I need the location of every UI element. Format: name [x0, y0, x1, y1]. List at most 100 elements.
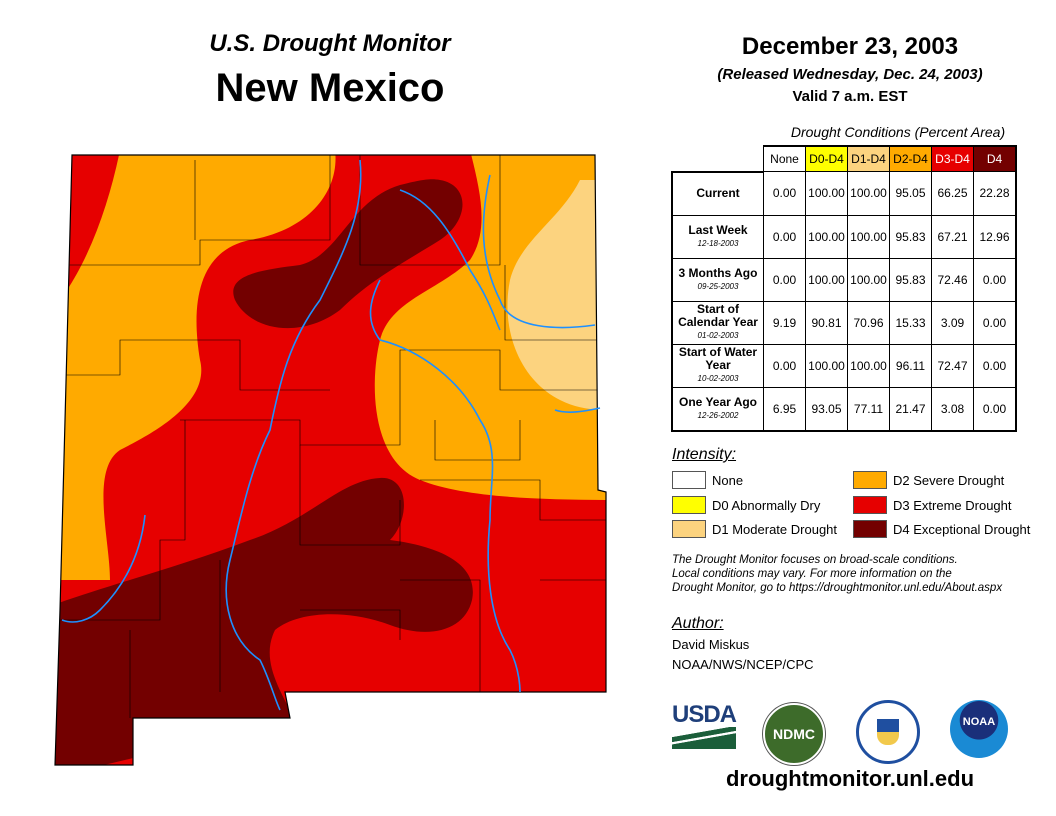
table-cell: 100.00: [847, 214, 890, 259]
header-d3-d4: D3-D4: [931, 145, 974, 172]
table-cell: 0.00: [973, 257, 1017, 302]
header-none: None: [763, 145, 806, 172]
table-row: 3 Months Ago 09-25-2003 0.00 100.00 100.00 95…: [671, 257, 1017, 302]
table-cell: 0.00: [763, 214, 806, 259]
row-label: Last Week 12-18-2003: [671, 214, 764, 259]
drought-map: [54, 154, 607, 766]
table-cell: 72.47: [931, 343, 974, 388]
map-title: U.S. Drought Monitor: [209, 30, 451, 57]
table-cell: 15.33: [889, 300, 932, 345]
legend-swatch: [853, 520, 887, 538]
website-url[interactable]: droughtmonitor.unl.edu: [725, 766, 975, 791]
legend-title: Intensity:: [672, 446, 737, 463]
state-outline: [54, 154, 607, 766]
legend-swatch: [672, 520, 706, 538]
legend-swatch: [672, 496, 706, 514]
header-d4: D4: [973, 145, 1017, 172]
table-cell: 95.83: [889, 214, 932, 259]
table-row: Last Week 12-18-2003 0.00 100.00 100.00 95.83…: [671, 214, 1017, 259]
author-heading: Author:: [672, 615, 724, 632]
table-cell: 12.96: [973, 214, 1017, 259]
legend-item: None: [672, 471, 743, 489]
usda-logo: USDA: [672, 703, 737, 749]
table-row: Current 0.00 100.00 100.00 95.05 66.25 22.28: [671, 171, 1017, 216]
row-label: 3 Months Ago 09-25-2003: [671, 257, 764, 302]
table-cell: 70.96: [847, 300, 890, 345]
table-cell: 67.21: [931, 214, 974, 259]
table-cell: 0.00: [973, 300, 1017, 345]
legend-label: None: [712, 472, 744, 488]
legend-item: D2 Severe Drought: [853, 471, 1004, 489]
table-cell: 93.05: [805, 386, 848, 431]
table-cell: 100.00: [805, 214, 848, 259]
d4-north-region: [233, 179, 463, 329]
table-cell: 95.83: [889, 257, 932, 302]
table-cell: 100.00: [805, 171, 848, 216]
map-date: December 23, 2003: [741, 33, 959, 60]
legend-item: D3 Extreme Drought: [853, 496, 1012, 514]
noaa-logo: NOAA: [950, 700, 1008, 758]
table-cell: 100.00: [805, 257, 848, 302]
table-cell: 21.47: [889, 386, 932, 431]
table-row: Start of Water Year 10-02-2003 0.00 100.00 1…: [671, 343, 1017, 388]
table-cell: 96.11: [889, 343, 932, 388]
note-line: The Drought Monitor focuses on broad-sca…: [672, 554, 958, 566]
table-cell: 0.00: [973, 386, 1017, 431]
legend-item: D4 Exceptional Drought: [853, 520, 1030, 538]
row-label: Start of Water Year 10-02-2003: [671, 343, 764, 388]
table-cell: 100.00: [805, 343, 848, 388]
table-cell: 100.00: [847, 171, 890, 216]
table-cell: 3.09: [931, 300, 974, 345]
row-date: 01-02-2003: [697, 331, 739, 340]
table-cell: 77.11: [847, 386, 890, 431]
legend-label: D4 Exceptional Drought: [893, 521, 1031, 537]
disclaimer-note: The Drought Monitor focuses on broad-sca…: [672, 553, 1042, 595]
legend-label: D2 Severe Drought: [893, 472, 1005, 488]
legend-label: D3 Extreme Drought: [893, 497, 1012, 513]
table-cell: 9.19: [763, 300, 806, 345]
header-d0-d4: D0-D4: [805, 145, 848, 172]
table-cell: 100.00: [847, 257, 890, 302]
table-cell: 95.05: [889, 171, 932, 216]
table-cell: 0.00: [763, 257, 806, 302]
rivers: [61, 159, 601, 711]
legend-swatch: [853, 471, 887, 489]
table-cell: 22.28: [973, 171, 1017, 216]
row-label: One Year Ago 12-26-2002: [671, 386, 764, 431]
legend-label: D1 Moderate Drought: [712, 521, 838, 537]
table-caption: Drought Conditions (Percent Area): [790, 124, 1006, 140]
d2-west-region: [55, 155, 336, 580]
legend-item: D0 Abnormally Dry: [672, 496, 820, 514]
drought-conditions-table: None D0-D4 D1-D4 D2-D4 D3-D4 D4 Current 0…: [671, 145, 1017, 432]
ndmc-logo: NDMC: [763, 703, 825, 765]
author-org: NOAA/NWS/NCEP/CPC: [672, 657, 814, 672]
row-date: 12-18-2003: [697, 238, 739, 248]
legend-item: D1 Moderate Drought: [672, 520, 837, 538]
note-line: Drought Monitor, go to https://droughtmo…: [672, 582, 1003, 594]
author-name: David Miskus: [672, 637, 750, 652]
table-cell: 0.00: [973, 343, 1017, 388]
table-cell: 66.25: [931, 171, 974, 216]
table-cell: 72.46: [931, 257, 974, 302]
legend-swatch: [853, 496, 887, 514]
table-cell: 6.95: [763, 386, 806, 431]
header-d1-d4: D1-D4: [847, 145, 890, 172]
state-name: New Mexico: [215, 66, 445, 110]
header-d2-d4: D2-D4: [889, 145, 932, 172]
legend-swatch: [672, 471, 706, 489]
table-row: Start of Calendar Year 01-02-2003 9.19 90.8…: [671, 300, 1017, 345]
row-date: 12-26-2002: [697, 410, 739, 420]
commerce-seal-icon: [856, 700, 920, 764]
release-date: (Released Wednesday, Dec. 24, 2003): [717, 66, 983, 83]
d1-northeast-region: [507, 180, 606, 410]
row-label: Current: [671, 171, 764, 216]
row-date: 10-02-2003: [697, 374, 739, 383]
table-cell: 0.00: [763, 343, 806, 388]
legend-label: D0 Abnormally Dry: [712, 497, 821, 513]
row-label: Start of Calendar Year 01-02-2003: [671, 300, 764, 345]
table-header-row: None D0-D4 D1-D4 D2-D4 D3-D4 D4: [672, 145, 1017, 173]
table-cell: 100.00: [847, 343, 890, 388]
table-row: One Year Ago 12-26-2002 6.95 93.05 77.11 21.4…: [671, 386, 1017, 431]
row-date: 09-25-2003: [697, 281, 739, 291]
